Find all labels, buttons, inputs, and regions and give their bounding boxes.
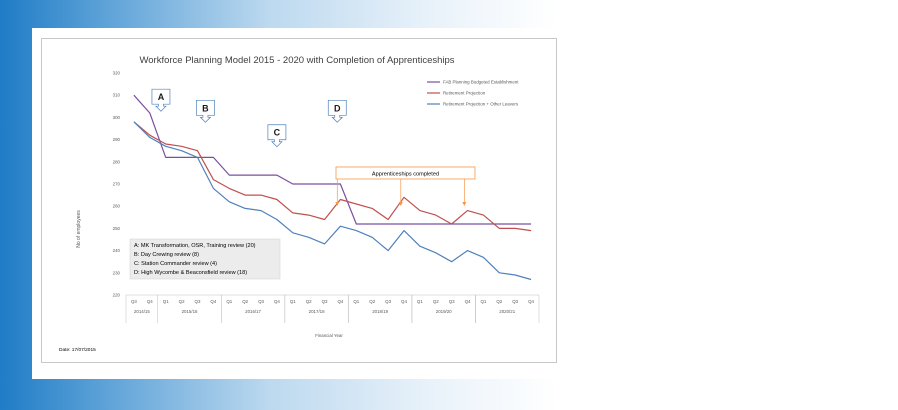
- marker-letter: D: [334, 103, 341, 113]
- x-tick-label: Q4: [338, 299, 344, 304]
- x-tick-label: Q1: [290, 299, 296, 304]
- apprenticeships-label: Apprenticeships completed: [372, 172, 439, 178]
- year-label: 2016/17: [245, 309, 261, 314]
- x-tick-label: Q2: [179, 299, 185, 304]
- y-tick-label: 250: [113, 226, 121, 231]
- x-tick-label: Q4: [528, 299, 534, 304]
- x-tick-label: Q3: [195, 299, 201, 304]
- x-tick-label: Q3: [258, 299, 264, 304]
- x-tick-label: Q4: [465, 299, 471, 304]
- x-tick-label: Q2: [433, 299, 439, 304]
- marker-letter: B: [202, 103, 209, 113]
- year-label: 2019/20: [436, 309, 452, 314]
- y-tick-label: 320: [113, 71, 121, 76]
- x-tick-label: Q1: [226, 299, 232, 304]
- x-tick-label: Q3: [131, 299, 137, 304]
- x-tick-label: Q2: [306, 299, 312, 304]
- y-tick-label: 300: [113, 115, 121, 120]
- y-tick-label: 230: [113, 270, 121, 275]
- y-tick-label: 280: [113, 159, 121, 164]
- x-tick-label: Q2: [242, 299, 248, 304]
- y-tick-label: 220: [113, 293, 121, 298]
- x-tick-label: Q1: [163, 299, 169, 304]
- y-tick-label: 290: [113, 137, 121, 142]
- x-tick-label: Q4: [147, 299, 153, 304]
- y-tick-label: 310: [113, 93, 121, 98]
- y-axis-label: No of employees: [76, 210, 82, 248]
- y-tick-label: 240: [113, 248, 121, 253]
- legend-entry: Retirement Projection: [443, 91, 486, 96]
- year-label: 2015/16: [182, 309, 198, 314]
- date-note: Date: 17/07/2015: [59, 347, 96, 353]
- workforce-chart: Workforce Planning Model 2015 - 2020 wit…: [42, 39, 556, 362]
- review-entry: C: Station Commander review (4): [134, 261, 217, 267]
- x-tick-label: Q2: [369, 299, 375, 304]
- year-label: 2018/19: [372, 309, 388, 314]
- year-label: 2014/15: [134, 309, 150, 314]
- review-entry: D: High Wycombe & Beaconsfield review (1…: [134, 270, 247, 276]
- legend-entry: FAB Planning Budgeted Establishment: [443, 80, 519, 85]
- year-label: 2020/21: [499, 309, 515, 314]
- marker-letter: A: [158, 92, 165, 102]
- x-tick-label: Q2: [496, 299, 502, 304]
- x-tick-label: Q4: [274, 299, 280, 304]
- x-tick-label: Q1: [417, 299, 423, 304]
- year-label: 2017/18: [309, 309, 325, 314]
- chart-title: Workforce Planning Model 2015 - 2020 wit…: [139, 55, 454, 66]
- x-tick-label: Q3: [322, 299, 328, 304]
- x-tick-label: Q3: [512, 299, 518, 304]
- x-tick-label: Q4: [210, 299, 216, 304]
- review-entry: A: MK Transformation, OSR, Training revi…: [134, 243, 256, 249]
- y-tick-label: 270: [113, 182, 121, 187]
- axes: 220 230 240 250 260 270 280 290 300 310 320 Q3 Q4 Q1 Q…: [113, 71, 539, 324]
- y-tick-label: 260: [113, 204, 121, 209]
- legend: FAB Planning Budgeted Establishment Retir…: [427, 80, 519, 107]
- x-axis-label: Financial Year: [315, 333, 343, 338]
- marker-letter: C: [274, 128, 281, 138]
- apprenticeship-arrowhead: [462, 202, 466, 206]
- x-tick-label: Q1: [353, 299, 359, 304]
- review-entry: B: Day Crewing review (8): [134, 252, 199, 258]
- x-tick-label: Q1: [480, 299, 486, 304]
- chart-card: Workforce Planning Model 2015 - 2020 wit…: [41, 38, 557, 363]
- x-tick-label: Q3: [385, 299, 391, 304]
- x-tick-label: Q4: [401, 299, 407, 304]
- x-tick-label: Q3: [449, 299, 455, 304]
- legend-entry: Retirement Projection + Other Leavers: [443, 102, 519, 107]
- slide-frame: Workforce Planning Model 2015 - 2020 wit…: [32, 28, 564, 379]
